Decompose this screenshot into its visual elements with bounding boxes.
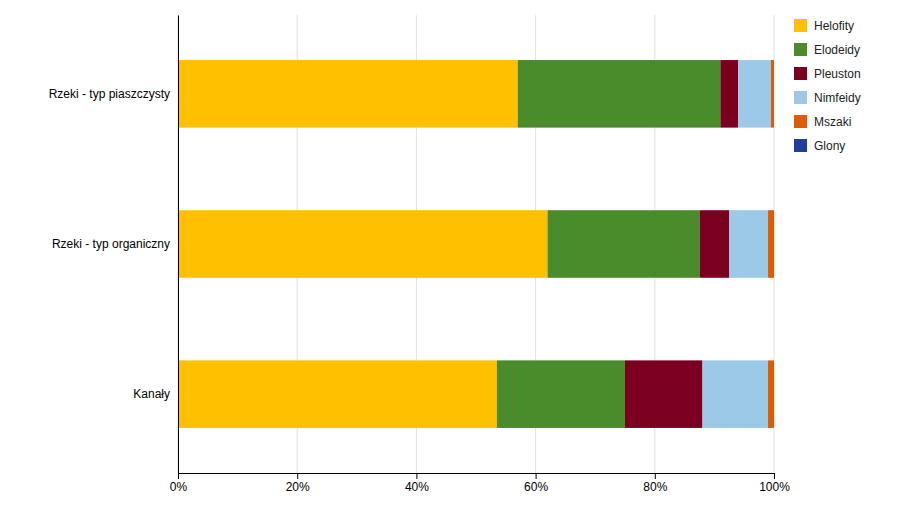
tick-label: 20%	[286, 480, 310, 494]
bar-segment	[700, 210, 730, 278]
legend-item: Pleuston	[794, 67, 861, 81]
tick: 100%	[759, 473, 790, 494]
bar-segment	[178, 210, 548, 278]
tick-label: 0%	[170, 480, 188, 494]
bar-segment	[738, 60, 771, 128]
legend-item: Nimfeidy	[794, 91, 861, 105]
tick-mark	[297, 473, 298, 479]
bar-segment	[720, 60, 738, 128]
legend-label: Elodeidy	[814, 43, 860, 57]
bar-segment	[768, 360, 774, 428]
legend-swatch	[794, 67, 807, 80]
tick-mark	[536, 473, 537, 479]
tick-label: 80%	[643, 480, 667, 494]
series	[702, 60, 771, 428]
legend-label: Glony	[814, 139, 845, 153]
series	[178, 60, 548, 428]
y-axis: Kanały Rzeki - typ organiczny Rzeki - typ …	[49, 16, 179, 474]
legend-label: Pleuston	[814, 67, 861, 81]
bar-segment	[625, 360, 702, 428]
bar-segment	[774, 60, 775, 128]
legend-item: Mszaki	[794, 115, 851, 129]
legend-swatch	[794, 91, 807, 104]
legend-label: Mszaki	[814, 115, 851, 129]
tick-label: 40%	[405, 480, 429, 494]
bar-segment	[771, 60, 774, 128]
tick: 60%	[524, 473, 548, 494]
bar-segment	[774, 210, 775, 278]
tick: Rzeki - typ piaszczysty	[49, 87, 178, 101]
tick-label: 60%	[524, 480, 548, 494]
bar-segment	[768, 210, 774, 278]
tick: 20%	[286, 473, 310, 494]
bar-segment	[518, 60, 721, 128]
legend-swatch	[794, 19, 807, 32]
bar-segment	[729, 210, 768, 278]
legend-label: Nimfeidy	[814, 91, 861, 105]
tick-mark	[416, 473, 417, 479]
legend-swatch	[794, 115, 807, 128]
plot: 0% 20% 40% 60% 80% 100% Kanały Rzeki - typ orga…	[49, 15, 791, 494]
tick-mark	[178, 473, 179, 479]
legend-label: Helofity	[814, 19, 854, 33]
tick: 40%	[405, 473, 429, 494]
bar-segment	[702, 360, 768, 428]
legend-item: Elodeidy	[794, 43, 860, 57]
legend-item: Helofity	[794, 19, 854, 33]
x-axis: 0% 20% 40% 60% 80% 100%	[170, 473, 790, 494]
bar-segment	[497, 360, 625, 428]
axis-line	[178, 16, 179, 474]
tick: Kanały	[133, 387, 178, 401]
tick-mark	[774, 473, 775, 479]
grid-line	[178, 15, 179, 473]
tick-mark	[655, 473, 656, 479]
tick: Rzeki - typ organiczny	[52, 237, 178, 251]
bars	[178, 60, 774, 428]
legend-item: Glony	[794, 139, 845, 153]
series	[497, 60, 721, 428]
tick: 80%	[643, 473, 667, 494]
axis-line	[179, 473, 775, 474]
series	[768, 60, 774, 428]
category-label: Kanały	[133, 387, 170, 401]
legend-swatch	[794, 139, 807, 152]
category-label: Rzeki - typ piaszczysty	[49, 87, 170, 101]
legend-swatch	[794, 43, 807, 56]
bar-segment	[548, 210, 700, 278]
grid	[178, 15, 774, 473]
bar-segment	[178, 360, 497, 428]
tick: 0%	[170, 473, 188, 494]
legend: Helofity Elodeidy Pleuston Nimfeidy Mszaki Gl…	[794, 19, 861, 153]
bar-segment	[774, 360, 775, 428]
bar-segment	[178, 60, 518, 128]
chart: 0% 20% 40% 60% 80% 100% Kanały Rzeki - typ orga…	[0, 0, 909, 511]
tick-label: 100%	[759, 480, 790, 494]
category-label: Rzeki - typ organiczny	[52, 237, 170, 251]
